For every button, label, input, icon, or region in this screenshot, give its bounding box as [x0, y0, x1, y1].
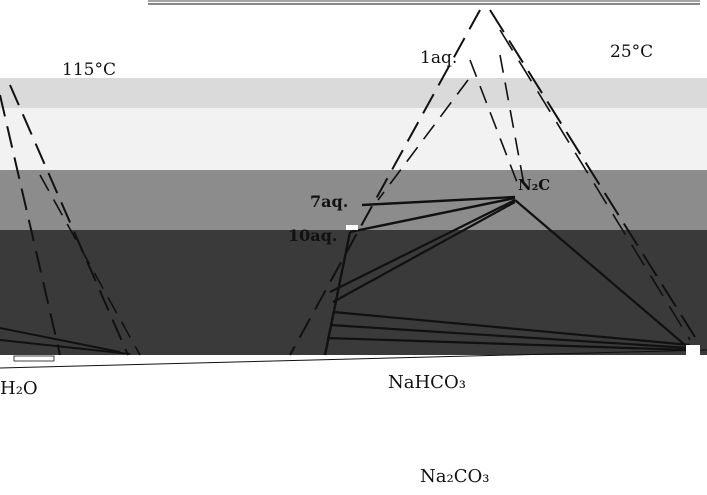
- component-label-na2co3: Na₂CO₃: [420, 466, 490, 487]
- phase-label-1aq: 1aq.: [420, 48, 458, 68]
- temperature-label-left: 115°C: [62, 60, 116, 80]
- left-tie-1: [0, 327, 121, 353]
- right-triangle-inner-1: [499, 29, 691, 341]
- right-triangle-inner-3: [499, 54, 526, 191]
- band-light-1: [0, 78, 707, 108]
- left-tie-2: [0, 339, 131, 355]
- marker-left-base: [13, 355, 55, 362]
- tie-line-b: [332, 201, 516, 303]
- n2c-to-corner: [514, 199, 686, 346]
- tie-line-7aq: [361, 195, 516, 207]
- tie-line-a: [329, 199, 516, 293]
- right-triangle-inner-2: [469, 59, 521, 191]
- tie-line-d: [329, 323, 691, 350]
- marker-10aq: [346, 225, 358, 230]
- phase-label-10aq: 10aq.: [288, 226, 338, 245]
- component-label-nahco3: NaHCO₃: [388, 372, 466, 393]
- right-triangle-inner-4: [377, 79, 469, 201]
- band-mid: [0, 170, 707, 230]
- phase-label-n2c: N₂C: [518, 176, 551, 194]
- solubility-curve: [323, 231, 352, 356]
- tie-line-e: [326, 336, 691, 352]
- left-triangle-edge-3: [39, 174, 141, 356]
- band-lighter: [0, 108, 707, 170]
- left-triangle-edge-2: [9, 84, 129, 356]
- right-triangle-right-edge: [489, 9, 701, 346]
- temperature-label-right: 25°C: [610, 42, 654, 62]
- left-triangle-edge-1: [0, 94, 61, 356]
- right-triangle-left-edge: [289, 9, 481, 356]
- tie-line-10aq: [349, 196, 516, 234]
- base-line: [0, 349, 707, 369]
- marker-right-base: [686, 345, 700, 355]
- component-label-water: H₂O: [0, 378, 38, 399]
- phase-label-7aq: 7aq.: [310, 192, 349, 211]
- tie-line-c: [332, 310, 691, 347]
